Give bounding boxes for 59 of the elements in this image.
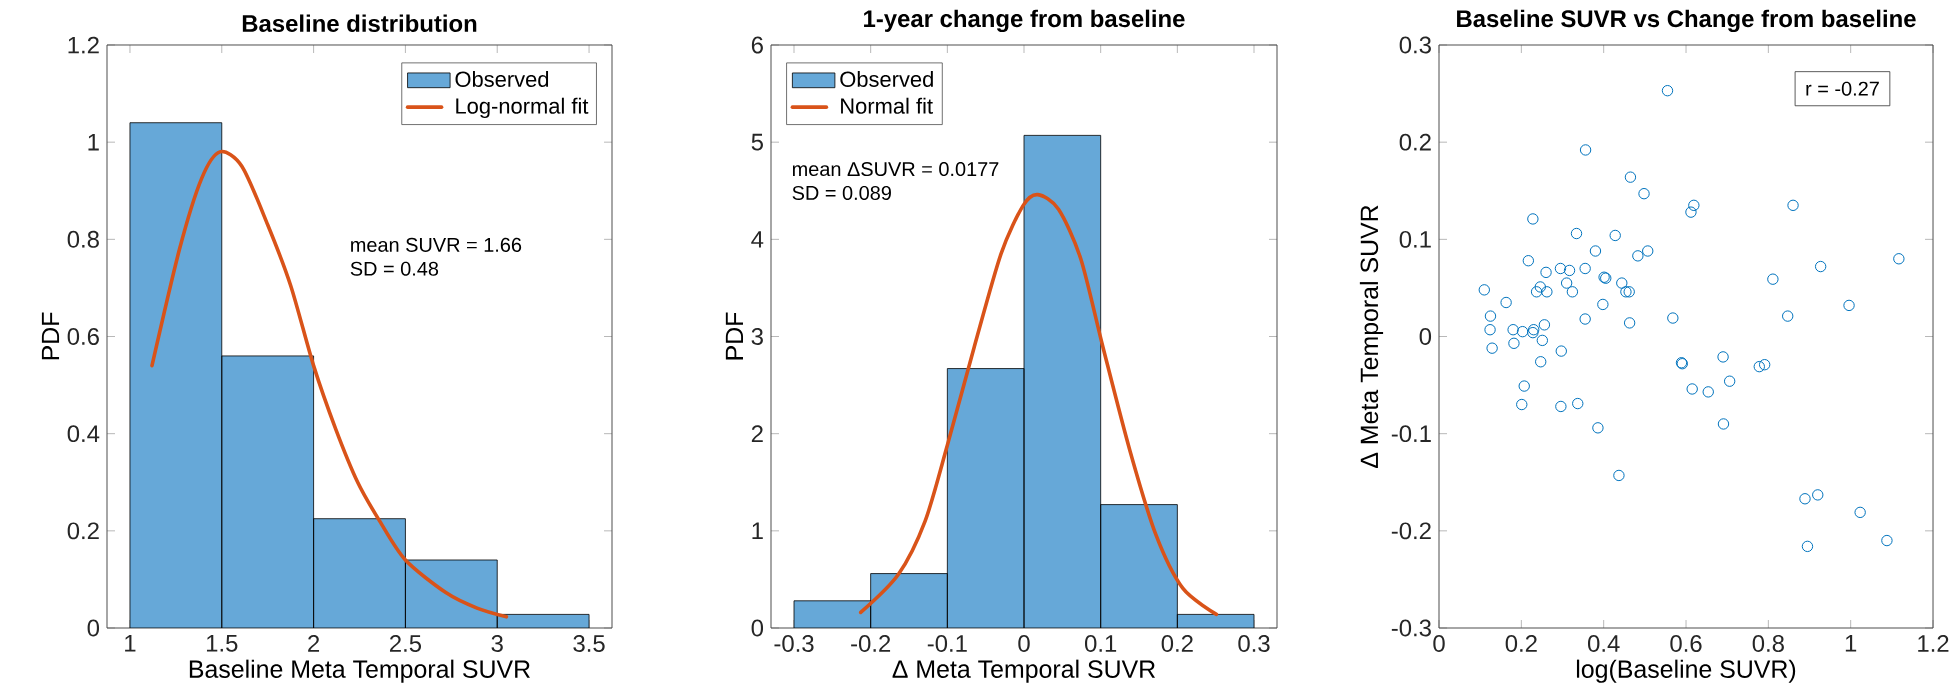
x-tick-label: 0.1 [1084,635,1117,652]
legend-label: Observed [840,70,933,87]
x-tick-label: 1.2 [1918,635,1949,652]
y-tick-label: 0 [751,619,764,637]
legend-label: Log-normal fit [456,97,589,119]
y-tick-label: 1 [752,522,763,540]
y-tick-label: 0.2 [1399,133,1431,151]
y-tick-label: 0 [87,619,100,637]
y-tick-label: 2 [751,425,763,443]
x-tick-label: 1 [1845,635,1857,652]
y-tick-label: 3 [751,328,763,345]
y-tick-label: -0.3 [1391,619,1431,637]
y-tick-label: 4 [751,231,764,248]
x-tick-label: 3 [491,635,503,652]
x-tick-label: -0.3 [774,635,814,652]
y-tick-label: 0.4 [67,425,100,443]
x-axis-title: Δ Meta Temporal SUVR [892,659,1156,683]
x-axis-title: log(Baseline SUVR) [1576,659,1796,683]
x-tick-label: 0.8 [1752,635,1784,652]
y-axis-title: PDF [725,312,743,360]
y-tick-label: 1 [88,133,99,151]
x-tick-label: 1 [125,635,136,652]
y-tick-label: 1.2 [68,36,99,54]
legend-label: Normal fit [841,97,933,114]
chart-title: 1-year change from baseline [864,9,1185,33]
x-tick-label: 3.5 [573,635,605,652]
x-axis-title: Baseline Meta Temporal SUVR [189,659,530,683]
y-tick-label: 6 [751,36,763,54]
x-tick-label: 1.5 [206,635,238,652]
y-tick-label: -0.1 [1391,425,1431,443]
annotation: r = -0.27 [1806,81,1879,96]
x-tick-label: 0 [1018,635,1030,652]
x-tick-label: 0.4 [1588,635,1620,652]
y-tick-label: 0.3 [1399,36,1431,54]
annotation: SD = 0.089 [792,185,891,201]
y-tick-label: -0.2 [1391,522,1431,540]
annotation: mean ΔSUVR = 0.0177 [792,162,999,177]
x-tick-label: 2.5 [389,635,422,652]
chart-title: Baseline distribution [242,14,477,32]
x-tick-label: -0.1 [927,635,967,652]
y-tick-label: 0.8 [67,230,99,248]
y-tick-label: 0.1 [1399,230,1431,248]
annotation: SD = 0.48 [350,261,439,276]
x-tick-label: -0.2 [851,635,891,652]
y-axis-title: PDF [41,312,60,360]
x-tick-label: 0.6 [1670,635,1702,652]
x-tick-label: 0.3 [1238,635,1270,652]
y-tick-label: 0.2 [67,522,99,540]
x-tick-label: 2 [308,635,320,652]
x-tick-label: 0.2 [1505,635,1537,652]
y-axis-title: Δ Meta Temporal SUVR [1359,205,1384,468]
legend-label: Observed [455,70,549,87]
y-tick-label: 0 [1419,328,1432,345]
y-tick-label: 5 [751,133,763,151]
annotation: mean SUVR = 1.66 [351,237,522,252]
chart-title: Baseline SUVR vs Change from baseline [1457,9,1916,33]
x-tick-label: 0 [1433,635,1445,652]
x-tick-label: 0.2 [1161,635,1193,652]
y-tick-label: 0.6 [67,328,99,345]
